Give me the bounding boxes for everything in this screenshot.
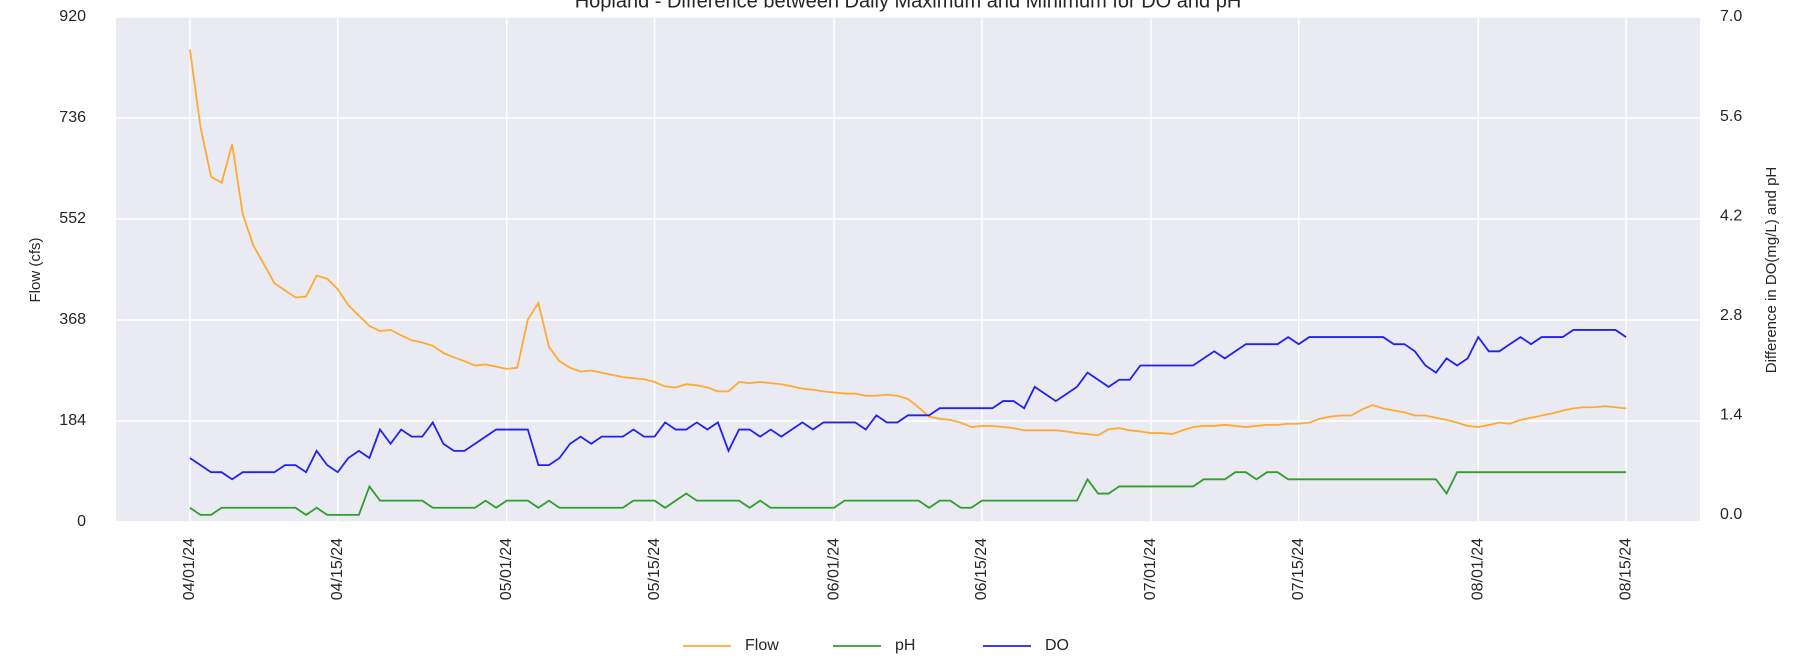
y2-tick-label: 1.4 [1720, 407, 1742, 424]
y-tick-label: 0 [77, 513, 86, 530]
plot-area [116, 17, 1700, 522]
y-tick-label: 184 [59, 412, 86, 429]
y-tick-label: 368 [59, 311, 86, 328]
line-series [189, 49, 1627, 437]
chart-title: Hopland - Difference between Daily Maxim… [575, 0, 1242, 12]
y-axis-label: Flow (cfs) [27, 238, 44, 303]
x-tick-label: 05/15/24 [646, 538, 663, 600]
x-tick-label: 08/01/24 [1469, 538, 1486, 600]
legend-label: DO [1045, 637, 1069, 654]
y-tick-label: 920 [59, 8, 86, 25]
x-tick-label: 07/01/24 [1142, 538, 1159, 600]
x-tick-label: 04/15/24 [329, 538, 346, 600]
x-tick-label: 05/01/24 [498, 538, 515, 600]
line-series [189, 471, 1627, 516]
line-series [189, 329, 1627, 481]
y-tick-label: 552 [59, 210, 86, 227]
x-tick-label: 04/01/24 [181, 538, 198, 600]
legend-label: Flow [745, 637, 779, 654]
x-tick-label: 07/15/24 [1290, 538, 1307, 600]
y2-tick-label: 4.2 [1720, 207, 1742, 224]
y2-tick-label: 7.0 [1720, 8, 1742, 25]
legend-label: pH [895, 637, 915, 654]
y2-tick-label: 0.0 [1720, 506, 1742, 523]
y2-tick-label: 5.6 [1720, 108, 1742, 125]
y-tick-label: 736 [59, 109, 86, 126]
x-tick-label: 06/15/24 [973, 538, 990, 600]
x-tick-label: 06/01/24 [825, 538, 842, 600]
y2-tick-label: 2.8 [1720, 307, 1742, 324]
x-tick-label: 08/15/24 [1617, 538, 1634, 600]
y2-axis-label: Difference in DO(mg/L) and pH [1763, 167, 1780, 373]
